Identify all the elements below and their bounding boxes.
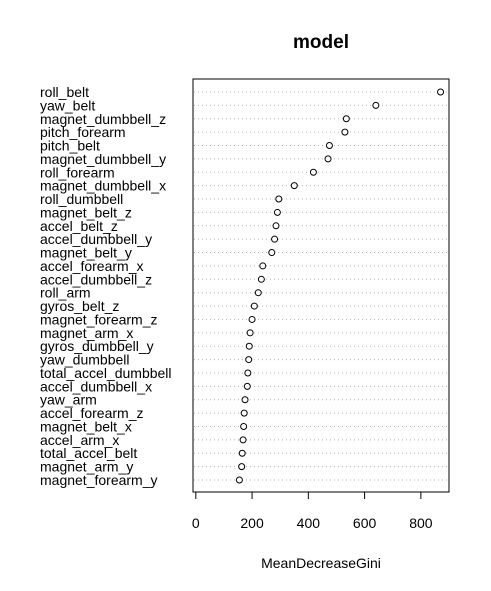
row-label: magnet_belt_z [40,204,132,220]
x-tick-label: 600 [353,515,377,531]
data-point [244,369,252,377]
row-label: accel_dumbbell_y [40,231,152,247]
row-label: magnet_arm_x [40,325,133,341]
row-label: pitch_forearm [40,124,126,140]
data-point [240,422,248,430]
row-label: roll_forearm [40,164,115,180]
row-label: gyros_belt_z [40,298,119,314]
row-label: magnet_dumbbell_y [40,151,166,167]
row-label: magnet_dumbbell_z [40,111,166,127]
data-point [309,168,317,176]
data-point [254,289,262,297]
row-label: yaw_belt [40,97,95,113]
row-label: accel_dumbbell_z [40,271,152,287]
data-point [272,222,280,230]
data-point [238,449,246,457]
plot-box [192,78,450,493]
x-tick-label: 0 [192,515,200,531]
data-point [268,249,276,257]
data-point [243,382,251,390]
data-point [341,128,349,136]
row-label: pitch_belt [40,138,100,154]
x-tick-label: 400 [297,515,321,531]
data-point [325,142,333,150]
row-label: yaw_dumbbell [40,352,130,368]
data-point [324,155,332,163]
row-label: magnet_arm_y [40,459,133,475]
row-label: accel_forearm_x [40,258,144,274]
chart-title: model [293,32,349,53]
row-label: magnet_forearm_y [40,472,158,488]
x-tick-label: 800 [409,515,433,531]
row-label: gyros_dumbbell_y [40,338,154,354]
data-point [240,409,248,417]
row-label: magnet_belt_y [40,245,132,261]
row-label: magnet_forearm_z [40,311,158,327]
x-axis-label: MeanDecreaseGini [261,555,381,571]
data-point [271,235,279,243]
data-point [246,329,254,337]
row-label: roll_belt [40,84,89,100]
row-label: accel_arm_x [40,432,119,448]
data-point [245,342,253,350]
row-label: total_accel_belt [40,445,137,461]
data-point [275,195,283,203]
data-point [273,208,281,216]
row-label: accel_belt_z [40,218,118,234]
data-point [235,476,243,484]
data-point [248,315,256,323]
row-label: magnet_dumbbell_x [40,178,166,194]
data-point [372,101,380,109]
data-point [238,463,246,471]
data-point [342,115,350,123]
data-point [259,262,267,270]
data-point [239,436,247,444]
data-point [290,182,298,190]
row-label: magnet_belt_x [40,418,132,434]
data-point [257,275,265,283]
data-point [250,302,258,310]
data-point [437,88,445,96]
row-label: accel_forearm_z [40,405,144,421]
data-point [241,396,249,404]
x-tick-label: 200 [240,515,264,531]
data-point [245,356,253,364]
row-label: total_accel_dumbbell [40,365,172,381]
row-label: yaw_arm [40,392,97,408]
row-label: roll_arm [40,285,91,301]
row-label: roll_dumbbell [40,191,123,207]
row-label: accel_dumbbell_x [40,378,152,394]
